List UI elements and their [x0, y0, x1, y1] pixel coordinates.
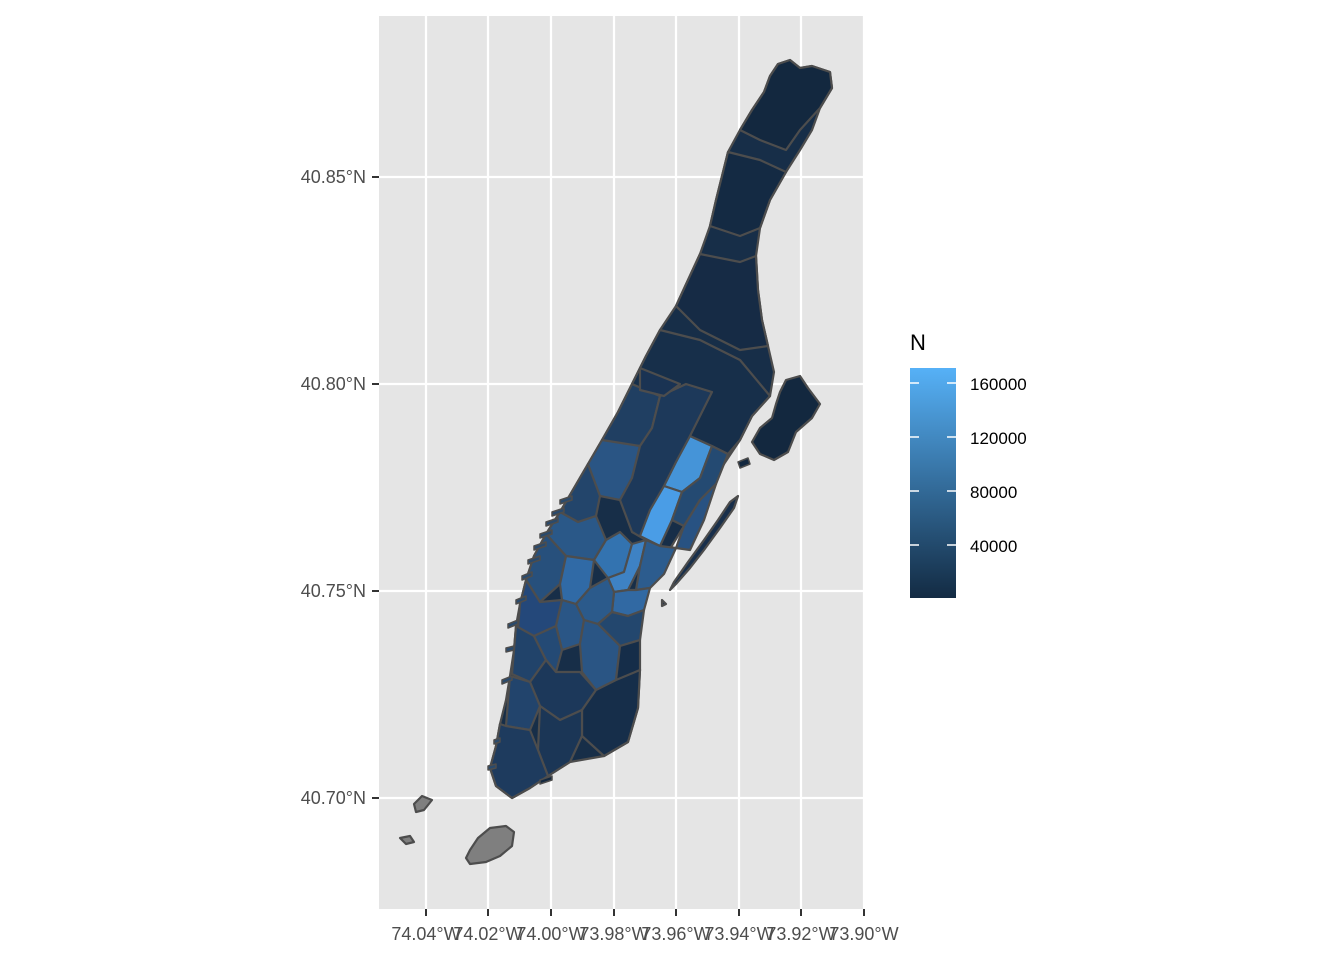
x-tick-label: 73.92°W [766, 924, 835, 944]
legend-label: 160000 [970, 375, 1027, 394]
x-tick-label: 73.94°W [704, 924, 773, 944]
y-tick-label: 40.85°N [301, 167, 366, 187]
x-tick-label: 73.90°W [829, 924, 898, 944]
legend-label: 80000 [970, 483, 1017, 502]
x-tick-label: 74.00°W [516, 924, 585, 944]
x-tick-label: 74.04°W [391, 924, 460, 944]
governors-island [464, 824, 516, 866]
legend-label: 120000 [970, 429, 1027, 448]
liberty-island [398, 834, 416, 846]
y-tick-label: 40.75°N [301, 581, 366, 601]
legend: N 160000 120000 80000 40000 [910, 330, 1027, 598]
x-tick-label: 74.02°W [453, 924, 522, 944]
ellis-island [412, 794, 434, 814]
axis-ticks [372, 176, 865, 916]
legend-colorbar [910, 368, 956, 598]
legend-ticks [910, 382, 956, 546]
roosevelt-island [668, 494, 740, 592]
inwood [708, 150, 788, 238]
roosevelt-island-tip [660, 598, 668, 608]
marble-hill [738, 58, 834, 152]
east-side-piers [539, 457, 751, 785]
legend-title: N [910, 330, 926, 355]
y-tick-label: 40.80°N [301, 374, 366, 394]
randalls-island [750, 374, 822, 462]
morningside [638, 366, 682, 398]
x-tick-label: 73.98°W [579, 924, 648, 944]
neighborhood-polygons [398, 58, 834, 866]
little-italy [532, 624, 564, 674]
harlem [630, 328, 772, 456]
legend-label: 40000 [970, 537, 1017, 556]
x-tick-label: 73.96°W [641, 924, 710, 944]
y-tick-label: 40.70°N [301, 788, 366, 808]
tribeca [504, 674, 542, 732]
financial-district [488, 722, 550, 800]
y-axis-labels: 40.70°N 40.75°N 40.80°N 40.85°N [301, 167, 366, 808]
x-axis-labels: 74.04°W 74.02°W 74.00°W 73.98°W 73.96°W … [391, 924, 898, 944]
washington-heights [674, 252, 770, 352]
west-side-piers [487, 495, 573, 771]
